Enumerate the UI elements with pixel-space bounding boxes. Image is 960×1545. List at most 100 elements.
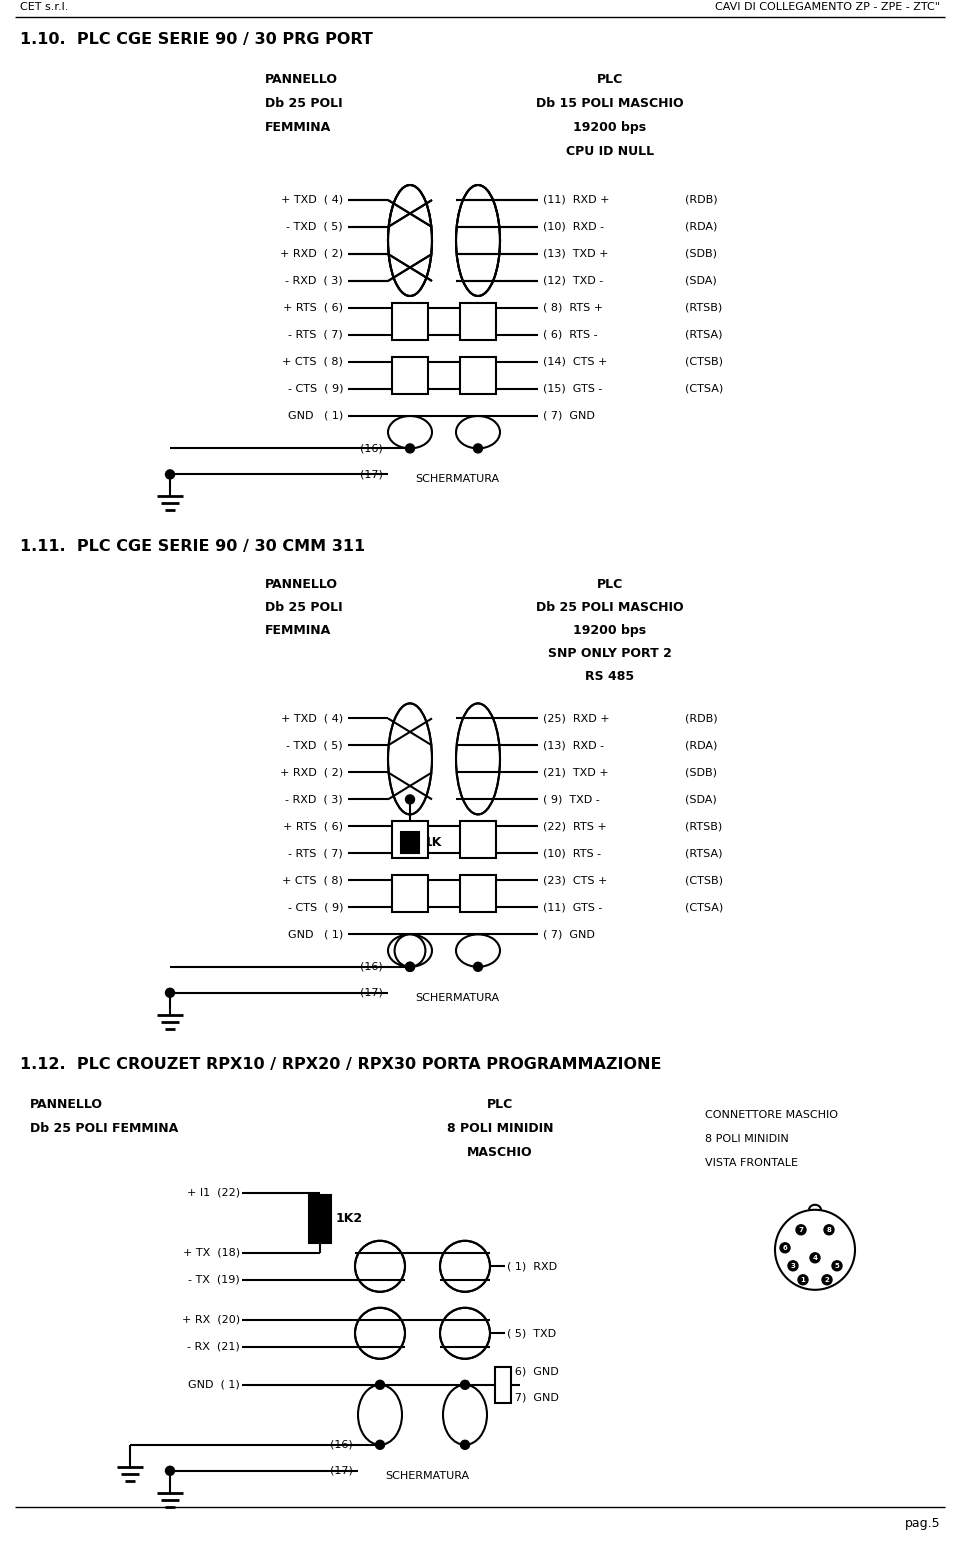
Ellipse shape <box>440 1241 490 1292</box>
Circle shape <box>473 443 483 453</box>
Text: + CTS  ( 8): + CTS ( 8) <box>282 357 343 368</box>
Text: (RTSA): (RTSA) <box>685 331 723 340</box>
Ellipse shape <box>456 416 500 448</box>
Ellipse shape <box>388 935 432 967</box>
Text: + CTS  ( 8): + CTS ( 8) <box>282 876 343 885</box>
Text: Db 15 POLI MASCHIO: Db 15 POLI MASCHIO <box>537 97 684 111</box>
Text: (RDA): (RDA) <box>685 740 717 751</box>
Ellipse shape <box>388 416 432 448</box>
Text: (RTSB): (RTSB) <box>685 822 722 831</box>
Text: (16): (16) <box>360 443 383 453</box>
Text: 8: 8 <box>827 1227 831 1233</box>
Text: + RTS  ( 6): + RTS ( 6) <box>283 822 343 831</box>
Bar <box>495 1367 511 1403</box>
Text: + RX  (20): + RX (20) <box>181 1315 240 1324</box>
Text: (SDB): (SDB) <box>685 249 717 260</box>
Bar <box>460 303 496 340</box>
Text: (RTSA): (RTSA) <box>685 848 723 859</box>
Text: FEMMINA: FEMMINA <box>265 122 331 134</box>
Text: PLC: PLC <box>597 578 623 590</box>
Text: (17): (17) <box>360 470 383 479</box>
Text: (25)  RXD +: (25) RXD + <box>543 714 610 723</box>
Circle shape <box>165 1466 175 1475</box>
Text: (16): (16) <box>360 963 383 972</box>
Text: 8 POLI MINIDIN: 8 POLI MINIDIN <box>446 1122 553 1136</box>
Text: SCHERMATURA: SCHERMATURA <box>415 474 499 485</box>
Text: Db 25 POLI MASCHIO: Db 25 POLI MASCHIO <box>537 601 684 613</box>
Text: (RTSB): (RTSB) <box>685 303 722 314</box>
Text: (16): (16) <box>330 1440 353 1449</box>
Text: ( 5)  TXD: ( 5) TXD <box>507 1329 556 1338</box>
Text: (10)  RXD -: (10) RXD - <box>543 222 604 232</box>
Text: pag.5: pag.5 <box>904 1517 940 1530</box>
Text: - RTS  ( 7): - RTS ( 7) <box>288 848 343 859</box>
Text: - CTS  ( 9): - CTS ( 9) <box>287 385 343 394</box>
Text: - TXD  ( 5): - TXD ( 5) <box>286 740 343 751</box>
Circle shape <box>375 1380 385 1389</box>
Text: (13)  TXD +: (13) TXD + <box>543 249 609 260</box>
Text: (SDB): (SDB) <box>685 768 717 777</box>
Text: 19200 bps: 19200 bps <box>573 624 647 637</box>
Circle shape <box>822 1275 832 1285</box>
Text: (CTSA): (CTSA) <box>685 385 723 394</box>
Ellipse shape <box>456 935 500 967</box>
Circle shape <box>788 1261 798 1272</box>
Text: - TX  (19): - TX (19) <box>188 1275 240 1285</box>
Text: (RDA): (RDA) <box>685 222 717 232</box>
Ellipse shape <box>355 1307 405 1358</box>
Text: FEMMINA: FEMMINA <box>265 624 331 637</box>
Bar <box>392 303 428 340</box>
Text: PANNELLO: PANNELLO <box>265 578 338 590</box>
Bar <box>401 831 419 853</box>
Text: (RDB): (RDB) <box>685 195 718 205</box>
Circle shape <box>473 963 483 972</box>
Circle shape <box>832 1261 842 1272</box>
Text: - RXD  ( 3): - RXD ( 3) <box>285 277 343 286</box>
Text: (12)  TXD -: (12) TXD - <box>543 277 603 286</box>
Text: (15)  GTS -: (15) GTS - <box>543 385 602 394</box>
Text: RS 485: RS 485 <box>586 671 635 683</box>
Text: CAVI DI COLLEGAMENTO ZP - ZPE - ZTC": CAVI DI COLLEGAMENTO ZP - ZPE - ZTC" <box>715 2 940 12</box>
Text: 6: 6 <box>782 1245 787 1251</box>
Text: (17): (17) <box>360 987 383 998</box>
Circle shape <box>824 1225 834 1234</box>
Text: (CTSB): (CTSB) <box>685 357 723 368</box>
Text: 1.11.  PLC CGE SERIE 90 / 30 CMM 311: 1.11. PLC CGE SERIE 90 / 30 CMM 311 <box>20 539 365 555</box>
Text: ( 1)  RXD: ( 1) RXD <box>507 1261 557 1272</box>
Bar <box>460 357 496 394</box>
Text: (SDA): (SDA) <box>685 277 717 286</box>
Bar <box>460 876 496 913</box>
Text: + TXD  ( 4): + TXD ( 4) <box>281 195 343 205</box>
Circle shape <box>405 963 415 972</box>
Circle shape <box>796 1225 806 1234</box>
Text: (21)  TXD +: (21) TXD + <box>543 768 609 777</box>
Circle shape <box>375 1440 385 1449</box>
Text: (CTSA): (CTSA) <box>685 902 723 913</box>
Text: + RXD  ( 2): + RXD ( 2) <box>280 768 343 777</box>
Text: (23)  CTS +: (23) CTS + <box>543 876 608 885</box>
Circle shape <box>461 1440 469 1449</box>
Ellipse shape <box>388 185 432 297</box>
Bar <box>392 876 428 913</box>
Text: Db 25 POLI: Db 25 POLI <box>265 601 343 613</box>
Text: GND   ( 1): GND ( 1) <box>288 930 343 939</box>
Text: 1.10.  PLC CGE SERIE 90 / 30 PRG PORT: 1.10. PLC CGE SERIE 90 / 30 PRG PORT <box>20 32 372 48</box>
Text: PANNELLO: PANNELLO <box>265 74 338 87</box>
Circle shape <box>165 989 175 998</box>
Text: CET s.r.l.: CET s.r.l. <box>20 2 68 12</box>
Text: 8 POLI MINIDIN: 8 POLI MINIDIN <box>705 1134 789 1143</box>
Text: 3: 3 <box>791 1262 796 1268</box>
Text: VISTA FRONTALE: VISTA FRONTALE <box>705 1157 798 1168</box>
Bar <box>392 822 428 859</box>
Text: ( 9)  TXD -: ( 9) TXD - <box>543 794 600 805</box>
Circle shape <box>810 1253 820 1262</box>
Text: Db 25 POLI FEMMINA: Db 25 POLI FEMMINA <box>30 1122 179 1136</box>
Text: - RTS  ( 7): - RTS ( 7) <box>288 331 343 340</box>
Text: ( 7)  GND: ( 7) GND <box>507 1392 559 1403</box>
Text: ( 7)  GND: ( 7) GND <box>543 411 595 420</box>
Text: (17): (17) <box>330 1466 353 1475</box>
Text: SNP ONLY PORT 2: SNP ONLY PORT 2 <box>548 647 672 660</box>
Text: (SDA): (SDA) <box>685 794 717 805</box>
Text: 7: 7 <box>799 1227 804 1233</box>
Text: GND   ( 1): GND ( 1) <box>288 411 343 420</box>
